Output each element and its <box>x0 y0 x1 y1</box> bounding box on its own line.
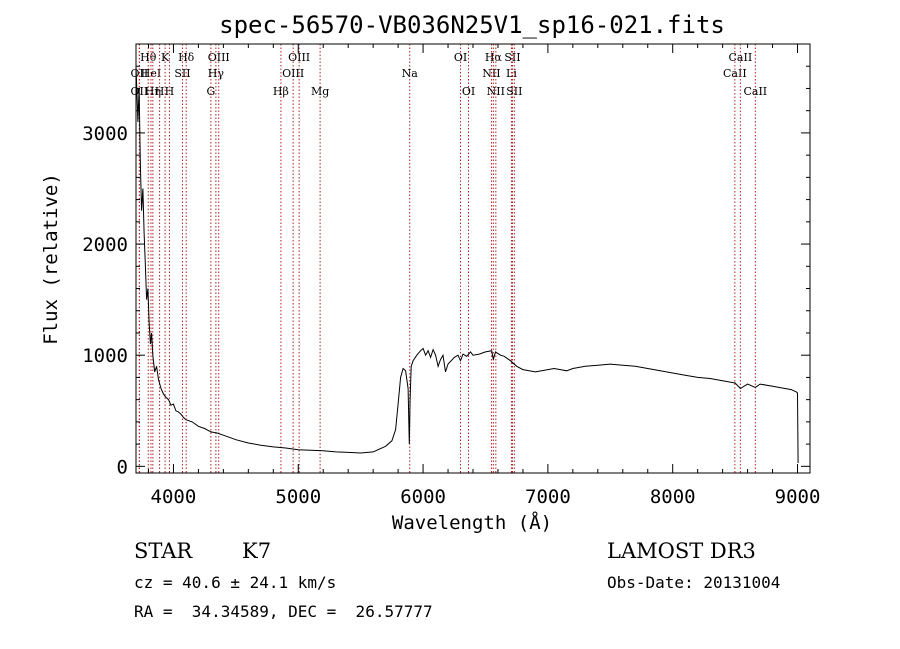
marker-label-20: NII <box>482 67 500 80</box>
marker-label-24: SII <box>504 51 520 64</box>
marker-label-9: Hδ <box>178 51 195 64</box>
survey-label: LAMOST DR3 <box>607 539 756 563</box>
y-tick-label-1: 1000 <box>82 345 128 367</box>
y-tick-label-3: 3000 <box>82 123 128 145</box>
subclass-label: K7 <box>242 539 272 563</box>
obs-date-text: Obs-Date: 20131004 <box>607 573 781 592</box>
x-tick-label-3: 7000 <box>525 486 571 508</box>
redshift-text: cz = 40.6 ± 24.1 km/s <box>134 573 337 592</box>
x-axis-ticks: 4000 5000 6000 7000 8000 9000 <box>147 44 821 508</box>
marker-label-26: CaII <box>723 67 747 80</box>
marker-label-5: H <box>155 85 165 98</box>
marker-label-21: Hα <box>485 51 503 64</box>
x-tick-label-4: 8000 <box>650 486 696 508</box>
y-axis-ticks: 0 1000 2000 3000 <box>82 65 810 478</box>
marker-label-12: OIII <box>208 51 230 64</box>
y-tick-label-0: 0 <box>117 456 128 478</box>
marker-label-15: OIII <box>288 51 310 64</box>
y-axis-label: Flux (relative) <box>40 173 62 345</box>
marker-label-7: H <box>165 85 175 98</box>
marker-label-25: SII <box>506 85 522 98</box>
marker-label-13: Hβ <box>273 85 289 98</box>
marker-label-2: Hθ <box>140 51 157 64</box>
marker-label-11: Hγ <box>208 67 225 80</box>
marker-label-22: NII <box>487 85 505 98</box>
marker-label-8: SII <box>174 67 190 80</box>
x-tick-label-0: 4000 <box>151 486 197 508</box>
y-tick-label-2: 2000 <box>82 234 128 256</box>
marker-label-19: OI <box>462 85 475 98</box>
x-axis-label: Wavelength (Å) <box>392 511 552 534</box>
marker-label-28: CaII <box>743 85 767 98</box>
coordinates-text: RA = 34.34589, DEC = 26.57777 <box>134 602 433 621</box>
x-tick-label-5: 9000 <box>775 486 821 508</box>
marker-label-3: HeI <box>141 67 161 80</box>
x-tick-label-2: 6000 <box>400 486 446 508</box>
marker-label-4: Hη <box>145 85 161 98</box>
object-class-label: STAR <box>134 539 193 563</box>
marker-label-27: CaII <box>729 51 753 64</box>
plot-frame <box>135 43 811 474</box>
marker-label-18: OI <box>454 51 467 64</box>
marker-label-23: Li <box>506 67 517 80</box>
marker-label-17: Na <box>402 67 419 80</box>
marker-label-6: K <box>161 51 170 64</box>
spectrum-line <box>135 66 799 464</box>
marker-label-14: OIII <box>282 67 304 80</box>
spectral-line-markers: OIIOIIHθHeIHηHKHSIIHδGHγOIIIHβOIIIOIIIMg… <box>131 44 767 473</box>
marker-label-16: Mg <box>311 85 329 98</box>
marker-label-10: G <box>206 85 215 98</box>
chart-title: spec-56570-VB036N25V1_sp16-021.fits <box>219 11 725 39</box>
x-tick-label-1: 5000 <box>275 486 321 508</box>
